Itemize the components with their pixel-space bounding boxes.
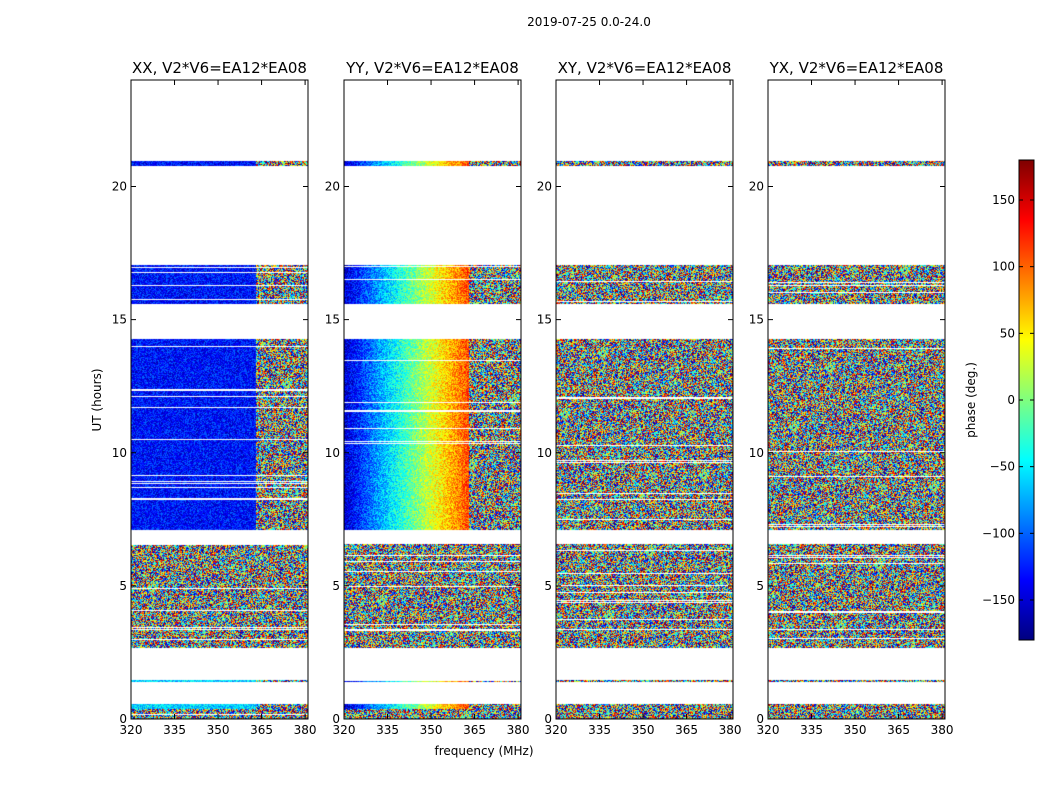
panel-title: XX, V2*V6=EA12*EA08 [132,59,307,77]
x-tick-label: 380 [507,723,530,737]
colorbar-tick-label: 100 [992,260,1015,274]
chart-title: 2019-07-25 0.0-24.0 [527,15,651,29]
x-tick-label: 335 [376,723,399,737]
x-tick-label: 380 [931,723,954,737]
colorbar-tick-label: 0 [1007,393,1015,407]
x-tick-label: 365 [463,723,486,737]
y-tick-label: 20 [112,180,127,194]
heatmap-image [768,80,945,719]
colorbar-tick-label: −100 [982,526,1015,540]
y-tick-label: 0 [119,712,127,726]
y-axis-label: UT (hours) [90,368,104,431]
colorbar-tick-label: −150 [982,593,1015,607]
panel-4: YX, V2*V6=EA12*EA08 320 335 350 365 380 0 5 10 15… [749,59,954,737]
colorbar-tick-label: 150 [992,193,1015,207]
y-tick-label: 15 [749,313,764,327]
x-tick-label: 320 [545,723,568,737]
heatmap-image [344,80,521,719]
y-tick-label: 20 [749,180,764,194]
x-tick-label: 350 [632,723,655,737]
panel-title: YY, V2*V6=EA12*EA08 [345,59,519,77]
x-tick-label: 365 [250,723,273,737]
y-tick-label: 15 [112,313,127,327]
x-tick-label: 320 [333,723,356,737]
y-tick-label: 5 [332,579,340,593]
x-axis-label: frequency (MHz) [434,744,533,758]
panel-2: YY, V2*V6=EA12*EA08 320 335 350 365 380 0 5 10 15… [325,59,530,737]
x-tick-label: 380 [294,723,317,737]
y-tick-label: 10 [537,446,552,460]
heatmap-image [556,80,733,719]
y-tick-label: 10 [749,446,764,460]
panel-frame [555,79,734,720]
x-tick-label: 365 [675,723,698,737]
x-tick-label: 335 [588,723,611,737]
colorbar-tick-label: −50 [990,460,1015,474]
panel-title: XY, V2*V6=EA12*EA08 [558,59,732,77]
x-tick-label: 350 [207,723,230,737]
x-tick-label: 350 [420,723,443,737]
y-tick-label: 0 [332,712,340,726]
panels-layer: XX, V2*V6=EA12*EA08 320 335 350 365 380 0 5 10 15… [112,59,954,737]
y-tick-label: 15 [537,313,552,327]
panel-frame [130,79,309,720]
x-tick-label: 365 [887,723,910,737]
x-tick-label: 335 [163,723,186,737]
panel-frame [767,79,946,720]
y-tick-label: 0 [544,712,552,726]
y-tick-label: 5 [544,579,552,593]
x-tick-label: 320 [120,723,143,737]
y-tick-label: 0 [756,712,764,726]
panel-frame [343,79,522,720]
y-tick-label: 5 [756,579,764,593]
colorbar-label: phase (deg.) [964,362,978,438]
panel-3: XY, V2*V6=EA12*EA08 320 335 350 365 380 0 5 10 15… [537,59,742,737]
y-tick-label: 20 [325,180,340,194]
colorbar-tick-label: 50 [1000,326,1015,340]
panel-1: XX, V2*V6=EA12*EA08 320 335 350 365 380 0 5 10 15… [112,59,317,737]
y-tick-label: 15 [325,313,340,327]
y-tick-label: 10 [325,446,340,460]
x-tick-label: 320 [757,723,780,737]
x-tick-label: 335 [800,723,823,737]
y-tick-label: 5 [119,579,127,593]
heatmap-image [131,80,308,719]
x-tick-label: 350 [844,723,867,737]
colorbar: −150 −100 −50 0 50 100 150 [982,159,1035,641]
y-tick-label: 20 [537,180,552,194]
x-tick-label: 380 [719,723,742,737]
y-tick-label: 10 [112,446,127,460]
panel-title: YX, V2*V6=EA12*EA08 [769,59,944,77]
